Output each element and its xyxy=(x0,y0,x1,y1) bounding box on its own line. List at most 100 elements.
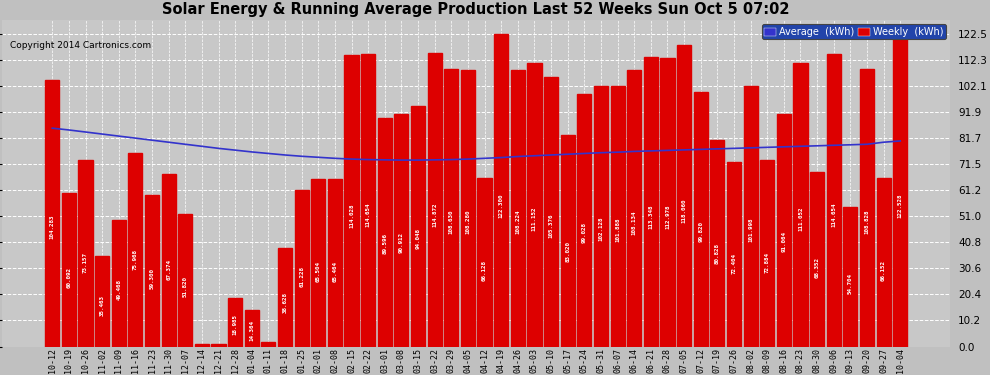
Text: 122.300: 122.300 xyxy=(499,194,504,218)
Text: 105.376: 105.376 xyxy=(548,213,553,238)
Text: 113.348: 113.348 xyxy=(648,204,653,228)
Bar xyxy=(760,160,774,346)
Text: 66.152: 66.152 xyxy=(881,260,886,281)
Text: 112.978: 112.978 xyxy=(665,204,670,229)
Text: 83.020: 83.020 xyxy=(565,241,570,262)
Bar xyxy=(145,195,159,346)
Text: 60.092: 60.092 xyxy=(66,267,71,288)
Bar xyxy=(78,160,93,346)
Text: 108.224: 108.224 xyxy=(516,210,521,234)
Bar xyxy=(161,174,175,346)
Bar xyxy=(394,114,409,346)
Bar xyxy=(129,153,143,347)
Bar xyxy=(411,106,425,347)
Bar xyxy=(710,140,725,346)
Text: 59.300: 59.300 xyxy=(149,268,154,289)
Bar xyxy=(295,190,309,346)
Text: 111.052: 111.052 xyxy=(798,207,803,231)
Bar xyxy=(195,344,209,346)
Text: 38.628: 38.628 xyxy=(282,292,287,313)
Text: 67.374: 67.374 xyxy=(166,259,171,280)
Bar xyxy=(477,178,492,346)
Text: 35.463: 35.463 xyxy=(100,295,105,316)
Text: 114.872: 114.872 xyxy=(433,202,438,227)
Bar xyxy=(228,298,243,346)
Text: 49.468: 49.468 xyxy=(116,279,121,300)
Text: 66.128: 66.128 xyxy=(482,260,487,281)
Bar xyxy=(876,178,891,346)
Text: 73.157: 73.157 xyxy=(83,252,88,273)
Text: 108.828: 108.828 xyxy=(864,209,869,234)
Bar xyxy=(611,86,625,346)
Bar xyxy=(328,179,342,346)
Text: 111.152: 111.152 xyxy=(532,207,537,231)
Bar xyxy=(793,63,808,346)
Text: 72.884: 72.884 xyxy=(764,252,769,273)
Bar xyxy=(528,63,542,346)
Bar xyxy=(843,207,857,346)
Text: 72.404: 72.404 xyxy=(732,253,737,274)
Text: 99.820: 99.820 xyxy=(698,221,703,242)
Bar xyxy=(511,70,525,347)
Bar xyxy=(95,256,109,346)
Bar xyxy=(345,56,358,346)
Bar xyxy=(378,118,392,346)
Text: 102.128: 102.128 xyxy=(598,217,604,242)
Bar xyxy=(827,54,841,346)
Text: 65.464: 65.464 xyxy=(333,261,338,282)
Bar xyxy=(361,54,375,346)
Text: 91.064: 91.064 xyxy=(781,231,786,252)
Bar xyxy=(577,94,591,346)
Text: 61.228: 61.228 xyxy=(299,266,304,286)
Text: 14.364: 14.364 xyxy=(249,320,254,340)
Text: 80.828: 80.828 xyxy=(715,243,720,264)
Text: 90.912: 90.912 xyxy=(399,231,404,252)
Text: 65.504: 65.504 xyxy=(316,261,321,282)
Bar xyxy=(494,34,508,346)
Bar xyxy=(245,310,258,347)
Bar xyxy=(178,214,192,346)
Bar xyxy=(278,248,292,346)
Text: 114.654: 114.654 xyxy=(832,202,837,227)
Bar xyxy=(46,80,59,346)
Bar xyxy=(261,342,275,346)
Text: 108.630: 108.630 xyxy=(448,210,453,234)
Text: 89.596: 89.596 xyxy=(382,233,387,254)
Bar xyxy=(694,92,708,346)
Text: 94.048: 94.048 xyxy=(416,228,421,249)
Bar xyxy=(461,70,475,347)
Text: 54.704: 54.704 xyxy=(847,273,852,294)
Bar xyxy=(777,114,791,346)
Text: 101.888: 101.888 xyxy=(615,217,620,242)
Text: 51.820: 51.820 xyxy=(183,276,188,297)
Bar xyxy=(311,179,326,346)
Bar xyxy=(660,58,674,346)
Text: 108.280: 108.280 xyxy=(465,210,470,234)
Text: 75.968: 75.968 xyxy=(133,249,138,270)
Legend: Average  (kWh), Weekly  (kWh): Average (kWh), Weekly (kWh) xyxy=(762,24,945,39)
Bar xyxy=(212,344,226,346)
Bar xyxy=(727,162,742,346)
Text: 108.134: 108.134 xyxy=(632,210,637,234)
Bar xyxy=(544,77,558,347)
Text: 68.352: 68.352 xyxy=(815,258,820,279)
Bar xyxy=(627,70,642,346)
Bar xyxy=(810,172,824,346)
Bar xyxy=(445,69,458,346)
Bar xyxy=(112,220,126,346)
Bar xyxy=(428,53,442,346)
Bar xyxy=(893,34,907,346)
Text: 104.283: 104.283 xyxy=(50,214,54,239)
Bar xyxy=(61,193,76,346)
Text: Copyright 2014 Cartronics.com: Copyright 2014 Cartronics.com xyxy=(10,41,151,50)
Bar xyxy=(860,69,874,347)
Text: 99.028: 99.028 xyxy=(582,222,587,243)
Text: 114.654: 114.654 xyxy=(365,202,370,227)
Bar xyxy=(743,86,757,346)
Bar xyxy=(677,45,691,346)
Text: 101.998: 101.998 xyxy=(748,217,753,242)
Title: Solar Energy & Running Average Production Last 52 Weeks Sun Oct 5 07:02: Solar Energy & Running Average Productio… xyxy=(162,2,790,17)
Bar xyxy=(560,135,575,346)
Text: 114.028: 114.028 xyxy=(349,203,354,228)
Text: 122.528: 122.528 xyxy=(898,194,903,218)
